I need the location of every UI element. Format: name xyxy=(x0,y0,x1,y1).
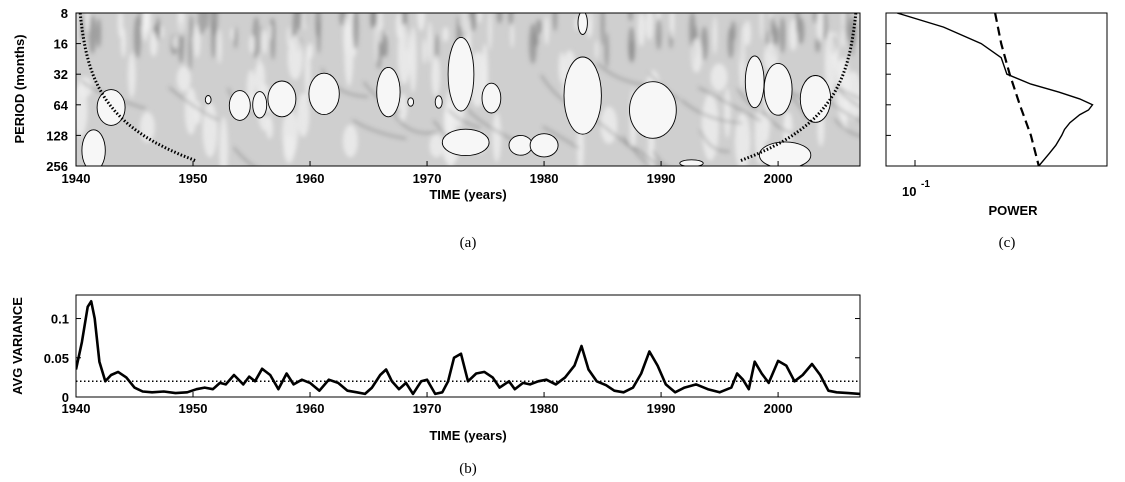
wavelet-image xyxy=(76,13,860,166)
significance-contour xyxy=(81,129,106,166)
global-spectrum-line xyxy=(896,13,1094,166)
cone-of-influence-curve xyxy=(78,13,198,163)
x-tick-label: 1990 xyxy=(647,171,676,186)
significance-contour xyxy=(407,97,415,107)
x-tick-label: 1990 xyxy=(647,401,676,416)
panel-b-label: (b) xyxy=(459,461,477,477)
significance-contour xyxy=(529,133,559,158)
significance-contour xyxy=(763,62,793,116)
y-tick-label: 256 xyxy=(46,159,68,174)
panel-b-x-axis-label: TIME (years) xyxy=(429,428,506,443)
significance-spectrum-line xyxy=(994,13,1040,166)
panel-c-frame xyxy=(885,12,1108,167)
significance-contour xyxy=(204,95,212,105)
cone-of-influence xyxy=(78,13,858,163)
significance-contour xyxy=(267,80,297,118)
panel-b-y-ticks: 0 0.05 0.1 xyxy=(44,312,860,405)
significance-contour xyxy=(447,36,475,112)
significance-contour xyxy=(563,56,602,135)
significance-contour xyxy=(441,128,490,157)
significance-contour xyxy=(252,91,268,119)
x-tick-label: 1940 xyxy=(62,171,91,186)
panel-a-x-axis-label: TIME (years) xyxy=(429,187,506,202)
x-tick-label: 1940 xyxy=(62,401,91,416)
significance-contours xyxy=(81,13,832,166)
panel-c-global-spectrum: 10 -1 POWER (c) xyxy=(885,12,1108,251)
significance-contour xyxy=(481,82,502,114)
panel-b-y-axis-label: AVG VARIANCE xyxy=(10,297,25,395)
x-tick-label: 1970 xyxy=(413,401,442,416)
y-tick-label: 128 xyxy=(46,128,68,143)
variance-series-line xyxy=(76,300,860,396)
panel-c-x-tick-exponent: -1 xyxy=(921,179,930,190)
significance-contour xyxy=(629,81,677,139)
y-tick-label: 64 xyxy=(54,98,69,113)
panel-c-y-ticks xyxy=(886,12,891,167)
panel-c-label: (c) xyxy=(999,235,1016,251)
significance-contour xyxy=(679,159,704,166)
significance-contour xyxy=(96,89,126,126)
x-tick-label: 1980 xyxy=(530,171,559,186)
panel-b-x-ticks: 1940 1950 1960 1970 1980 1990 2000 xyxy=(62,392,793,416)
y-tick-label: 0.1 xyxy=(51,312,69,327)
x-tick-label: 2000 xyxy=(764,401,793,416)
x-tick-label: 1950 xyxy=(179,401,208,416)
cone-of-influence-curve xyxy=(738,13,858,163)
significance-contour xyxy=(744,55,765,109)
significance-contour xyxy=(758,141,812,166)
y-tick-label: 32 xyxy=(54,67,68,82)
panel-c-x-tick-label: 10 xyxy=(902,184,916,199)
significance-contour xyxy=(577,13,588,35)
significance-contour xyxy=(228,90,251,121)
panel-a-y-axis-label: PERIOD (months) xyxy=(12,34,27,143)
significance-contour xyxy=(508,134,533,156)
y-tick-label: 16 xyxy=(54,37,68,52)
x-tick-label: 1960 xyxy=(296,171,325,186)
significance-contour xyxy=(799,75,832,123)
panel-c-x-axis-label: POWER xyxy=(988,203,1038,218)
x-tick-label: 1960 xyxy=(296,401,325,416)
x-tick-label: 1950 xyxy=(179,171,208,186)
panel-a-label: (a) xyxy=(460,235,477,251)
y-tick-label: 0 xyxy=(62,390,69,405)
panel-a-x-ticks: 1940 1950 1960 1970 1980 1990 2000 xyxy=(62,161,793,186)
panel-b-avg-variance: 1940 1950 1960 1970 1980 1990 2000 0 0.05 0.1 TI… xyxy=(10,294,861,477)
panel-c-lines xyxy=(896,13,1094,166)
panel-a-wavelet: 1940 1950 1960 1970 1980 1990 2000 8 16 32 64 128 2… xyxy=(12,6,861,251)
x-tick-label: 1970 xyxy=(413,171,442,186)
significance-contour xyxy=(376,66,401,118)
x-tick-label: 1980 xyxy=(530,401,559,416)
panel-a-y-ticks: 8 16 32 64 128 256 xyxy=(46,6,81,174)
x-tick-label: 2000 xyxy=(764,171,793,186)
significance-contour xyxy=(434,95,443,109)
y-tick-label: 0.05 xyxy=(44,351,69,366)
panel-a-frame xyxy=(75,12,861,167)
y-tick-label: 8 xyxy=(61,6,68,21)
significance-contour xyxy=(308,72,340,116)
